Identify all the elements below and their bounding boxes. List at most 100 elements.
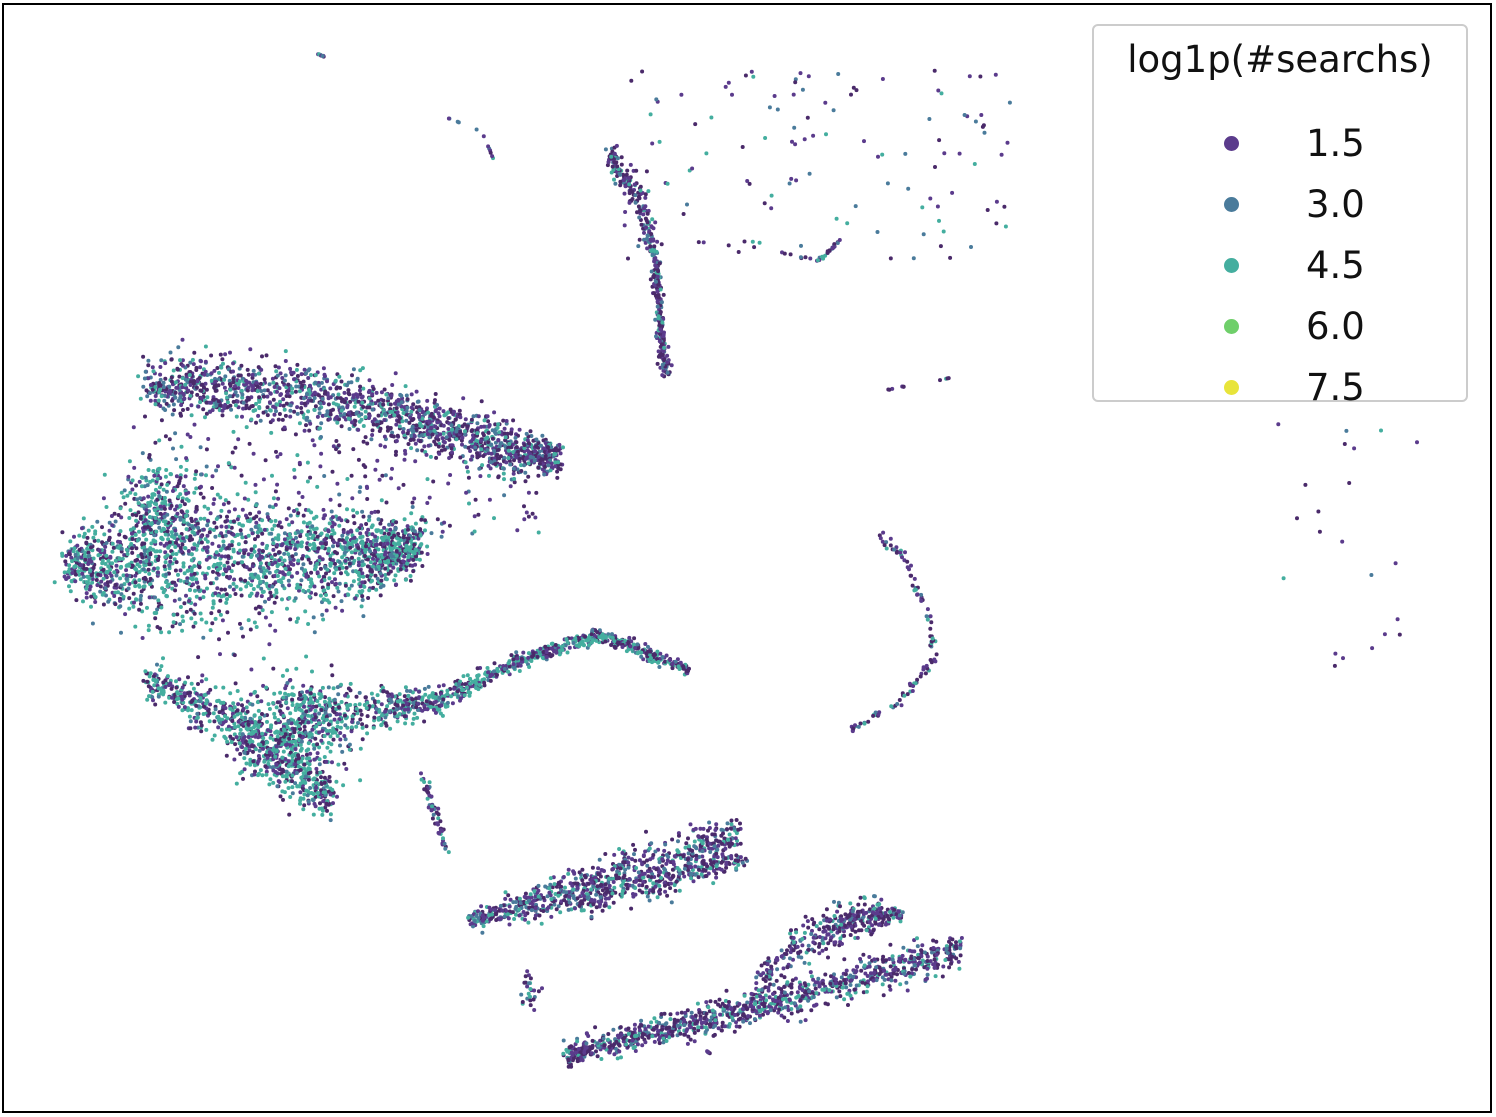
scatter-point xyxy=(135,538,140,543)
scatter-point xyxy=(296,511,301,516)
scatter-point xyxy=(223,567,227,572)
scatter-point xyxy=(169,686,174,691)
scatter-point xyxy=(98,589,103,594)
scatter-point xyxy=(218,652,222,657)
scatter-point xyxy=(458,429,463,434)
scatter-point xyxy=(273,628,278,633)
scatter-point xyxy=(331,444,336,449)
scatter-point xyxy=(306,622,311,626)
scatter-point xyxy=(388,547,393,552)
scatter-point xyxy=(195,711,200,716)
scatter-point xyxy=(336,589,341,594)
scatter-point xyxy=(283,373,288,378)
scatter-point xyxy=(170,398,175,403)
scatter-point xyxy=(308,475,313,480)
scatter-point xyxy=(176,572,180,577)
scatter-point xyxy=(409,392,414,397)
scatter-point xyxy=(184,456,189,461)
scatter-point xyxy=(265,394,270,399)
scatter-point xyxy=(180,614,185,619)
scatter-point xyxy=(153,440,158,445)
scatter-point xyxy=(250,372,255,377)
scatter-point xyxy=(337,516,342,521)
scatter-point xyxy=(153,516,158,520)
scatter-point xyxy=(315,534,320,539)
scatter-point xyxy=(184,513,189,518)
scatter-point xyxy=(271,541,276,546)
scatter-point xyxy=(210,737,215,742)
scatter-point xyxy=(217,637,221,642)
scatter-point xyxy=(280,562,284,567)
scatter-point xyxy=(146,468,151,472)
scatter-point xyxy=(281,749,286,754)
scatter-point xyxy=(118,598,122,603)
scatter-point xyxy=(106,558,111,563)
scatter-point xyxy=(365,497,370,501)
scatter-point xyxy=(348,399,353,404)
scatter-point xyxy=(233,390,238,395)
scatter-point xyxy=(409,405,414,410)
scatter-point xyxy=(195,392,200,397)
scatter-point xyxy=(250,531,255,536)
scatter-point xyxy=(212,719,217,724)
scatter-point xyxy=(191,686,196,691)
scatter-point xyxy=(403,685,408,690)
scatter-point xyxy=(323,513,327,518)
scatter-point xyxy=(369,525,374,530)
scatter-point xyxy=(213,591,218,596)
scatter-point xyxy=(251,759,256,764)
scatter-point xyxy=(361,562,366,567)
scatter-point xyxy=(479,438,483,443)
scatter-point xyxy=(182,571,187,576)
scatter-point xyxy=(150,492,155,497)
scatter-point xyxy=(80,526,84,531)
scatter-point xyxy=(325,533,330,538)
scatter-point xyxy=(171,402,176,407)
scatter-point xyxy=(269,610,274,615)
scatter-point xyxy=(392,533,397,538)
scatter-point xyxy=(183,546,187,550)
scatter-point xyxy=(153,702,158,707)
scatter-point xyxy=(203,381,208,386)
scatter-point xyxy=(155,662,159,667)
scatter-point xyxy=(90,524,95,529)
scatter-point xyxy=(319,435,323,439)
scatter-point xyxy=(309,570,314,575)
scatter-point xyxy=(403,548,408,553)
scatter-point xyxy=(113,558,118,563)
scatter-point xyxy=(313,373,318,377)
scatter-point xyxy=(333,561,337,566)
scatter-point xyxy=(156,557,161,562)
scatter-point xyxy=(367,514,372,519)
scatter-point xyxy=(203,344,208,349)
scatter-point xyxy=(386,531,391,536)
scatter-point xyxy=(129,531,134,536)
scatter-point xyxy=(319,541,324,546)
scatter-point xyxy=(377,429,382,433)
scatter-point xyxy=(418,527,423,532)
scatter-point xyxy=(314,514,319,519)
scatter-point xyxy=(413,562,418,567)
scatter-point xyxy=(397,542,402,546)
scatter-point xyxy=(557,442,562,447)
scatter-point xyxy=(272,412,277,417)
scatter-point xyxy=(158,372,163,377)
scatter-point xyxy=(383,566,388,571)
scatter-point xyxy=(246,396,251,401)
scatter-point xyxy=(396,419,401,424)
scatter-point xyxy=(134,546,139,551)
scatter-point xyxy=(318,566,323,571)
scatter-point xyxy=(125,552,130,556)
scatter-point xyxy=(213,685,218,690)
scatter-point xyxy=(60,530,65,535)
scatter-point xyxy=(163,700,168,705)
scatter-point xyxy=(359,523,364,528)
scatter-point xyxy=(293,596,298,601)
scatter-point xyxy=(221,543,226,548)
scatter-point xyxy=(292,377,296,382)
scatter-point xyxy=(359,412,364,417)
scatter-point xyxy=(375,576,380,581)
scatter-point xyxy=(376,509,381,514)
scatter-point xyxy=(326,582,331,587)
scatter-point xyxy=(358,717,363,722)
